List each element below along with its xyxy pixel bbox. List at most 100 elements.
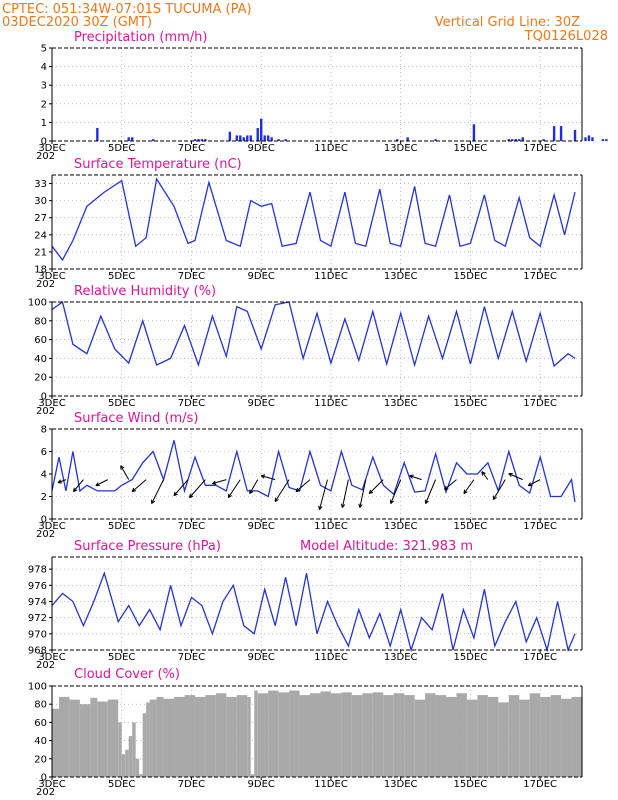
wind-arrow — [358, 479, 367, 508]
cloud-bar — [341, 692, 352, 777]
wind-arrow — [481, 471, 489, 480]
y-tick-label: 30 — [34, 196, 47, 207]
x-tick-label: 3DEC — [38, 398, 65, 409]
x-year-fragment: 202 — [36, 787, 55, 798]
x-tick-label: 5DEC — [108, 652, 135, 663]
x-tick-label: 17DEC — [523, 143, 557, 154]
x-tick-label: 17DEC — [523, 271, 557, 282]
panel-5: 968 970 972 974 976 978 3DEC 5DEC 7DEC 9DEC 11DEC 1… — [28, 539, 583, 671]
wind-arrow — [227, 479, 241, 499]
x-tick-label: 15DEC — [454, 779, 488, 790]
x-tick-label: 15DEC — [454, 143, 488, 154]
panel-6: 0 20 40 60 80 100 3DEC 5DEC 7DEC 9DEC 11DEC 13DEC 15… — [28, 667, 583, 798]
y-tick-label: 976 — [28, 581, 47, 592]
wind-arrow — [57, 479, 67, 484]
cloud-bar — [383, 695, 394, 777]
wind-arrow — [212, 479, 227, 485]
precip-bar — [260, 118, 263, 141]
cloud-bar — [561, 698, 572, 777]
cloud-bar — [362, 693, 373, 777]
y-tick-label: 2 — [41, 99, 47, 110]
precip-bar — [197, 139, 200, 141]
x-tick-label: 9DEC — [248, 143, 275, 154]
precip-bar — [518, 139, 521, 141]
x-tick-label: 13DEC — [384, 143, 418, 154]
series-line — [51, 440, 576, 503]
x-tick-label: 9DEC — [248, 652, 275, 663]
precip-bar — [514, 139, 517, 141]
series-line — [51, 177, 576, 262]
panel-subtitle: Model Altitude: 321.983 m — [300, 539, 473, 554]
wind-arrow — [120, 465, 130, 480]
y-tick-label: 20 — [34, 373, 47, 384]
cloud-bar — [146, 702, 150, 777]
cloud-bar — [139, 774, 143, 777]
x-tick-label: 11DEC — [314, 271, 348, 282]
precip-bar — [587, 135, 591, 141]
series-line — [51, 300, 576, 368]
precip-bar — [552, 126, 556, 141]
x-tick-label: 7DEC — [178, 398, 205, 409]
y-tick-label: 1 — [41, 118, 47, 129]
panel-2: 18 21 24 27 30 33 3DEC 5DEC 7DEC 9DEC 11DEC 13DEC 15… — [34, 157, 583, 290]
precip-bar — [270, 137, 273, 141]
series-line — [51, 571, 576, 653]
wind-arrow — [390, 479, 402, 505]
x-tick-label: 3DEC — [38, 271, 65, 282]
x-tick-label: 11DEC — [314, 521, 348, 532]
y-tick-label: 21 — [34, 247, 47, 258]
x-tick-label: 5DEC — [108, 521, 135, 532]
cloud-bar — [58, 696, 70, 777]
x-tick-label: 7DEC — [178, 652, 205, 663]
y-tick-label: 978 — [28, 565, 47, 576]
y-tick-label: 968 — [28, 646, 47, 657]
precip-bar — [406, 137, 409, 141]
y-tick-label: 80 — [34, 316, 47, 327]
x-tick-label: 15DEC — [454, 398, 488, 409]
cloud-bar — [69, 699, 80, 777]
x-tick-label: 11DEC — [314, 143, 348, 154]
wind-arrow — [492, 479, 506, 501]
wind-arrow — [527, 479, 541, 487]
cloud-bar — [135, 758, 140, 777]
cloud-bar — [236, 695, 248, 777]
precip-bar — [573, 129, 577, 141]
cloud-bar — [299, 695, 311, 777]
cloud-bar — [278, 692, 290, 777]
x-tick-label: 17DEC — [523, 398, 557, 409]
cloud-bar — [132, 722, 136, 777]
x-tick-label: 9DEC — [248, 398, 275, 409]
x-tick-label: 17DEC — [523, 652, 557, 663]
precip-bar — [96, 127, 99, 141]
header-station: CPTEC: 051:34W-07:01S TUCUMA (PA) — [2, 2, 252, 17]
cloud-bar — [90, 697, 98, 777]
x-tick-label: 3DEC — [38, 652, 65, 663]
cloud-bar — [254, 690, 258, 777]
precip-bar — [246, 135, 249, 141]
y-tick-label: 4 — [41, 470, 47, 481]
x-year-fragment: 202 — [36, 279, 55, 290]
panel-title: Relative Humidity (%) — [74, 284, 216, 299]
cloud-bar — [351, 695, 363, 777]
precip-bar — [584, 137, 587, 141]
cloud-bar — [435, 695, 447, 777]
precip-bar — [228, 131, 232, 141]
wind-arrow — [424, 479, 437, 504]
precip-bar — [395, 139, 399, 141]
cloud-bar — [205, 695, 216, 777]
precip-bar — [266, 135, 270, 141]
panel-title: Surface Temperature (nC) — [74, 157, 242, 172]
x-tick-label: 9DEC — [248, 779, 275, 790]
x-tick-label: 3DEC — [38, 521, 65, 532]
precip-bar — [605, 139, 608, 141]
y-tick-label: 972 — [28, 613, 47, 624]
cloud-bar — [163, 698, 175, 777]
y-tick-label: 80 — [34, 700, 47, 711]
y-tick-label: 3 — [41, 81, 47, 92]
wind-arrow — [151, 479, 165, 505]
wind-arrow — [368, 479, 384, 495]
y-tick-label: 0 — [41, 515, 47, 526]
y-tick-label: 5 — [41, 44, 47, 55]
y-tick-label: 2 — [41, 492, 47, 503]
